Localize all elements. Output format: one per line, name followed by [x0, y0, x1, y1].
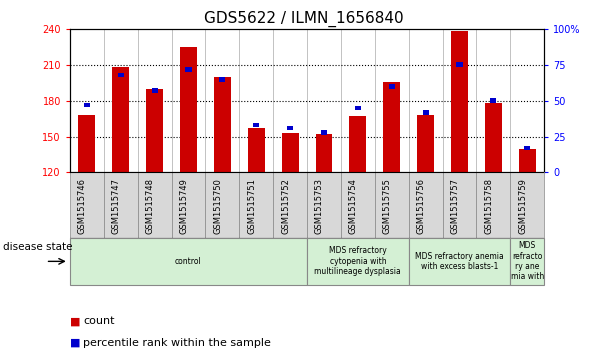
Bar [185, 67, 192, 72]
Bar [70, 238, 307, 285]
Bar [341, 172, 375, 238]
Text: count: count [83, 316, 115, 326]
Text: GSM1515759: GSM1515759 [518, 178, 527, 233]
Bar [112, 67, 129, 172]
Bar [490, 98, 496, 103]
Bar [409, 172, 443, 238]
Text: MDS
refracto
ry ane
mia with: MDS refracto ry ane mia with [511, 241, 544, 281]
Bar [253, 123, 259, 127]
Bar [214, 77, 231, 172]
Bar [389, 84, 395, 89]
Text: GSM1515757: GSM1515757 [451, 178, 460, 234]
Bar [273, 172, 307, 238]
Bar [519, 148, 536, 172]
Bar [524, 146, 530, 150]
Bar [409, 238, 510, 285]
Bar [443, 172, 477, 238]
Bar [78, 115, 95, 172]
Bar [137, 172, 171, 238]
Text: GSM1515746: GSM1515746 [78, 178, 87, 234]
Bar [457, 62, 463, 67]
Bar [240, 172, 273, 238]
Bar [423, 110, 429, 115]
Bar [375, 172, 409, 238]
Bar [287, 126, 293, 130]
Bar [383, 82, 400, 172]
Bar [417, 115, 434, 172]
Text: control: control [175, 257, 202, 266]
Text: ■: ■ [70, 338, 80, 348]
Text: GSM1515754: GSM1515754 [349, 178, 358, 233]
Text: disease state: disease state [3, 242, 72, 252]
Bar [477, 172, 510, 238]
Text: GSM1515752: GSM1515752 [281, 178, 290, 233]
Bar [151, 88, 157, 93]
Bar [206, 172, 240, 238]
Bar [485, 103, 502, 172]
Text: GSM1515755: GSM1515755 [382, 178, 392, 233]
Bar [84, 103, 90, 107]
Bar [118, 73, 124, 77]
Bar [355, 106, 361, 110]
Text: MDS refractory anemia
with excess blasts-1: MDS refractory anemia with excess blasts… [415, 252, 504, 271]
Bar [451, 32, 468, 172]
Bar [219, 77, 226, 82]
Text: GSM1515749: GSM1515749 [179, 178, 188, 233]
Text: GSM1515756: GSM1515756 [416, 178, 426, 234]
Text: GSM1515748: GSM1515748 [145, 178, 154, 234]
Text: ■: ■ [70, 316, 80, 326]
Bar [248, 128, 264, 172]
Text: GSM1515758: GSM1515758 [485, 178, 493, 234]
Bar [104, 172, 137, 238]
Bar [510, 238, 544, 285]
Bar [282, 133, 299, 172]
Bar [146, 89, 163, 172]
Bar [307, 238, 409, 285]
Text: percentile rank within the sample: percentile rank within the sample [83, 338, 271, 348]
Text: GSM1515753: GSM1515753 [315, 178, 324, 234]
Bar [307, 172, 341, 238]
Text: GDS5622 / ILMN_1656840: GDS5622 / ILMN_1656840 [204, 11, 404, 27]
Text: MDS refractory
cytopenia with
multilineage dysplasia: MDS refractory cytopenia with multilinea… [314, 246, 401, 276]
Text: GSM1515747: GSM1515747 [112, 178, 121, 234]
Bar [321, 130, 327, 135]
Bar [350, 116, 366, 172]
Text: GSM1515751: GSM1515751 [247, 178, 256, 233]
Bar [171, 172, 206, 238]
Bar [70, 172, 104, 238]
Bar [180, 47, 197, 172]
Bar [316, 134, 333, 172]
Text: GSM1515750: GSM1515750 [213, 178, 223, 233]
Bar [510, 172, 544, 238]
